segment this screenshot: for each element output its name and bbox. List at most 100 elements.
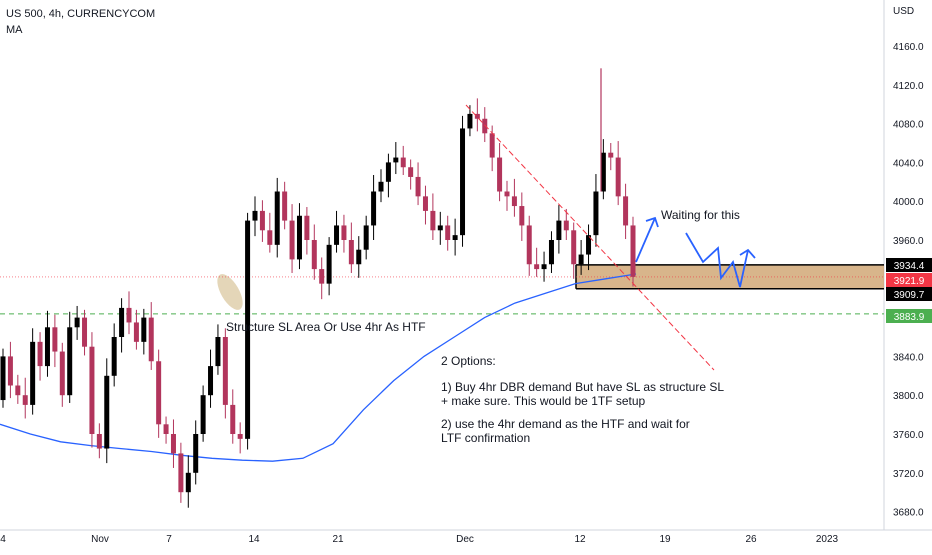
candle-body bbox=[385, 162, 391, 182]
candle-body bbox=[534, 264, 540, 270]
annotation-options-title: 2 Options: bbox=[441, 354, 496, 368]
candle-body bbox=[578, 254, 584, 265]
candle-body bbox=[37, 341, 43, 367]
annotation-option2-line1: 2) use the 4hr demand as the HTF and wai… bbox=[441, 417, 690, 431]
candle-body bbox=[22, 395, 28, 405]
candle-body bbox=[571, 230, 577, 265]
candle-body bbox=[96, 434, 102, 449]
time-tick-label: 7 bbox=[166, 534, 172, 545]
candle-body bbox=[89, 346, 95, 434]
candle-body bbox=[126, 307, 132, 323]
price-tick-label: 4160.0 bbox=[893, 42, 924, 53]
candle-body bbox=[430, 210, 436, 231]
candle-body bbox=[148, 317, 154, 362]
candle-body bbox=[267, 230, 273, 245]
structure-sl-marker bbox=[217, 274, 243, 310]
candle-body bbox=[497, 157, 503, 192]
annotation-waiting: Waiting for this bbox=[661, 208, 740, 222]
candle-body bbox=[259, 210, 265, 231]
projection-up-arrowhead bbox=[645, 216, 659, 228]
candle-body bbox=[371, 191, 377, 226]
candle-body bbox=[341, 225, 347, 240]
price-tick-label: 3840.0 bbox=[893, 352, 924, 363]
candle-body bbox=[474, 113, 480, 119]
ma-line bbox=[0, 273, 637, 462]
time-tick-label: Dec bbox=[456, 534, 474, 545]
candle-body bbox=[274, 191, 280, 245]
candle-body bbox=[7, 356, 13, 386]
price-tag-label: 3934.4 bbox=[894, 261, 925, 272]
candle-body bbox=[237, 434, 243, 439]
candle-body bbox=[378, 181, 384, 192]
candle-body bbox=[608, 152, 614, 158]
candle-body bbox=[15, 385, 21, 396]
candle-body bbox=[504, 191, 510, 197]
candle-body bbox=[156, 361, 162, 425]
candle-body bbox=[252, 210, 258, 221]
projection-up-arrow bbox=[635, 217, 656, 263]
time-tick-label: 21 bbox=[332, 534, 344, 545]
price-tag-3 bbox=[886, 309, 932, 323]
candle-body bbox=[163, 424, 169, 434]
price-tick-label: 3680.0 bbox=[893, 508, 924, 519]
candle-body bbox=[222, 337, 228, 405]
price-tag-2 bbox=[886, 287, 932, 301]
candle-body bbox=[200, 395, 206, 434]
time-tick-label: 12 bbox=[574, 534, 586, 545]
candle-body bbox=[119, 307, 125, 337]
candle-body bbox=[348, 240, 354, 265]
price-tag-label: 3883.9 bbox=[894, 312, 925, 323]
candle-body bbox=[52, 327, 58, 352]
candle-body bbox=[489, 133, 495, 158]
annotation-option1-line2: + make sure. This would be 1TF setup bbox=[441, 394, 646, 408]
candle-body bbox=[556, 220, 562, 240]
price-tag-label: 3909.7 bbox=[894, 290, 925, 301]
candle-body bbox=[111, 337, 117, 376]
candle-body bbox=[215, 337, 221, 367]
candle-body bbox=[59, 351, 65, 396]
time-tick-label: 2023 bbox=[816, 534, 839, 545]
candle-body bbox=[334, 225, 340, 245]
candle-body bbox=[208, 366, 214, 396]
candle-body bbox=[511, 196, 517, 207]
chart-title: US 500, 4h, CURRENCYCOM bbox=[6, 8, 155, 20]
candle-body bbox=[630, 225, 636, 277]
candle-body bbox=[304, 215, 310, 240]
price-tick-label: 3800.0 bbox=[893, 391, 924, 402]
candle-body bbox=[82, 317, 88, 347]
annotation-option2-line2: LTF confirmation bbox=[441, 431, 530, 445]
price-tick-label: 4000.0 bbox=[893, 197, 924, 208]
candle-body bbox=[548, 240, 554, 265]
candle-body bbox=[363, 225, 369, 250]
candle-body bbox=[30, 341, 36, 405]
indicator-label: MA bbox=[6, 24, 23, 36]
candle-body bbox=[437, 225, 443, 231]
annotation-structure: Structure SL Area Or Use 4hr As HTF bbox=[226, 320, 426, 334]
candle-body bbox=[230, 404, 236, 434]
price-tick-label: 4120.0 bbox=[893, 81, 924, 92]
candle-body bbox=[0, 356, 6, 401]
price-tick-label: 3960.0 bbox=[893, 236, 924, 247]
annotation-option1-line1: 1) Buy 4hr DBR demand But have SL as str… bbox=[441, 380, 724, 394]
candle-body bbox=[563, 220, 569, 231]
candle-body bbox=[296, 215, 302, 260]
candle-body bbox=[415, 176, 421, 197]
candle-body bbox=[400, 157, 406, 168]
price-tag-label: 3921.9 bbox=[894, 276, 925, 287]
candle-body bbox=[289, 220, 295, 260]
candle-body bbox=[408, 167, 414, 177]
price-tag-0 bbox=[886, 258, 932, 272]
candle-body bbox=[452, 235, 458, 240]
candle-body bbox=[311, 240, 317, 270]
candle-body bbox=[74, 317, 80, 328]
candle-body bbox=[460, 128, 466, 236]
candle-body bbox=[593, 191, 599, 236]
price-tick-label: 3760.0 bbox=[893, 430, 924, 441]
candle-body bbox=[519, 206, 525, 226]
candle-body bbox=[44, 327, 50, 367]
candle-body bbox=[319, 269, 325, 284]
candle-body bbox=[133, 322, 139, 342]
candle-body bbox=[326, 244, 332, 284]
